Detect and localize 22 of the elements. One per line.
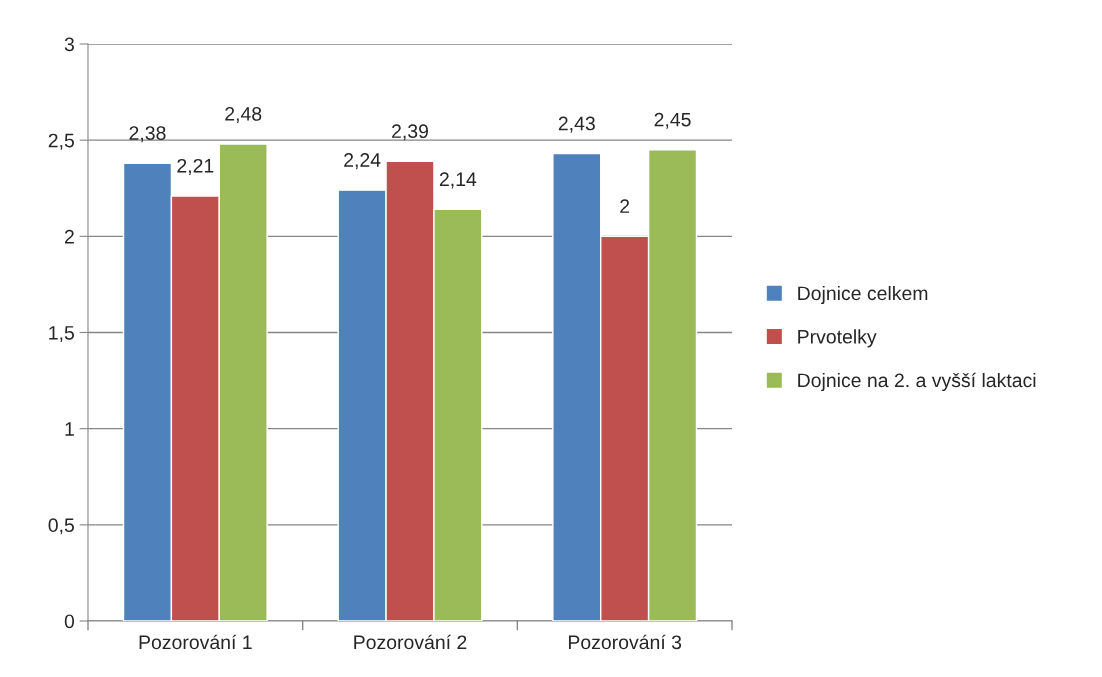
legend-label: Prvotelky xyxy=(798,329,877,348)
data-label: 2,43 xyxy=(558,116,595,133)
y-tick-label: 2,5 xyxy=(48,133,74,150)
data-label: 2 xyxy=(620,199,630,213)
x-tick-label: Pozorování 1 xyxy=(139,634,252,650)
data-label: 2,45 xyxy=(654,112,691,129)
x-tick-label: Pozorování 2 xyxy=(354,634,467,650)
data-label: 2,21 xyxy=(177,158,214,175)
y-tick-label: 1 xyxy=(65,422,74,436)
y-tick-label: 1,5 xyxy=(49,326,74,343)
data-label: 2,48 xyxy=(225,106,262,124)
data-label: 2,24 xyxy=(344,153,381,170)
x-tick-label: Pozorování 3 xyxy=(568,634,682,650)
y-tick-label: 0 xyxy=(64,614,75,629)
data-label: 2,14 xyxy=(439,172,477,189)
legend-label: Dojnice na 2. a vyšší laktaci xyxy=(798,372,1036,392)
data-label: 2,38 xyxy=(129,126,166,143)
y-tick-label: 3 xyxy=(64,37,74,52)
data-label: 2,39 xyxy=(392,124,428,141)
y-tick-label: 2 xyxy=(64,229,74,244)
y-tick-label: 0,5 xyxy=(48,518,74,535)
legend-label: Dojnice celkem xyxy=(798,285,928,305)
